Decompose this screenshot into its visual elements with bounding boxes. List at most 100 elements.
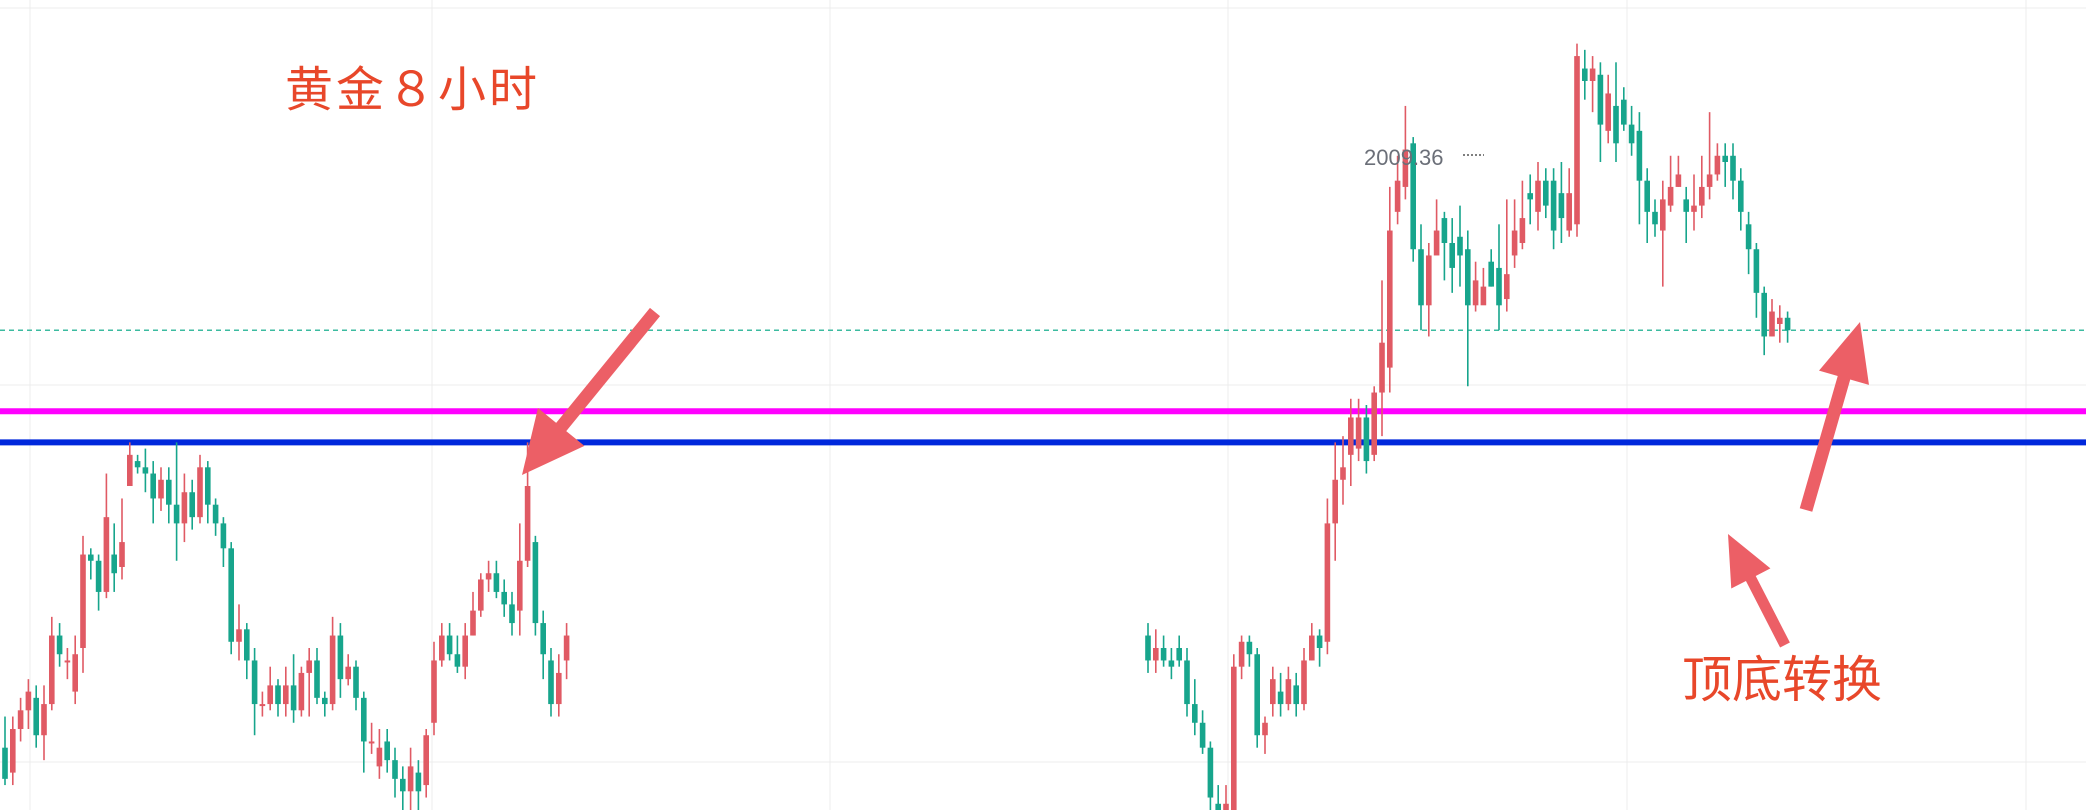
candle-body [556, 672, 562, 705]
candle-body [1691, 205, 1697, 212]
candle-body [400, 778, 406, 792]
candle-body [322, 697, 328, 705]
candle-body [524, 486, 531, 561]
candle-body [1168, 660, 1175, 667]
candle-body [33, 697, 39, 736]
candle-body [1558, 193, 1565, 219]
candle-body [1465, 249, 1471, 306]
candle-body [236, 629, 242, 642]
candle-body [1215, 803, 1221, 810]
candle-body [376, 747, 383, 767]
candle-body [329, 635, 336, 705]
candle-body [1636, 130, 1643, 181]
candle-body [1722, 155, 1728, 162]
candle-body [220, 523, 227, 549]
candle-body [1160, 648, 1167, 661]
candle-body [259, 704, 266, 707]
candle-body [1699, 186, 1705, 206]
annotation-label: 顶底转换 [1682, 651, 1882, 709]
candle-body [244, 629, 250, 661]
candle-body [306, 660, 312, 673]
candle-body [1153, 648, 1159, 661]
candle-body [1597, 74, 1604, 125]
candle-body [1238, 641, 1245, 667]
candle-body [1355, 417, 1362, 449]
candle-body [1441, 218, 1448, 243]
candle-body [1652, 211, 1658, 225]
candle-body [345, 666, 351, 680]
candle-body [1270, 679, 1276, 705]
candle-body [56, 635, 63, 655]
candle-body [470, 610, 476, 636]
candle-body [1387, 230, 1393, 368]
candle-body [1402, 149, 1409, 187]
candle-body [49, 635, 55, 705]
candle-body [1504, 274, 1510, 300]
candle-body [1628, 124, 1635, 144]
candle-body [540, 623, 546, 655]
candle-body [181, 492, 188, 524]
candle-body [1613, 105, 1619, 144]
candle-body [1488, 261, 1494, 287]
candle-body [80, 554, 86, 648]
candle-body [1769, 311, 1775, 337]
candle-body [119, 542, 125, 567]
candle-body [1449, 243, 1455, 268]
candle-body [353, 666, 359, 698]
candle-body [431, 660, 437, 723]
candle-body [337, 635, 344, 680]
candle-body [392, 760, 398, 779]
candle-body [212, 504, 219, 524]
candle-body [1667, 186, 1674, 206]
candle-body [189, 492, 195, 518]
candle-body [1426, 255, 1432, 306]
candle-body [384, 741, 390, 761]
candle-body [563, 635, 570, 661]
candle-body [1527, 193, 1533, 200]
candle-body [1231, 666, 1237, 810]
candle-body [1246, 641, 1253, 655]
candle-body [1348, 417, 1354, 455]
candle-body [485, 573, 492, 580]
candles-group [2, 43, 1791, 810]
candle-body [1277, 691, 1284, 705]
down-left-arrow [522, 307, 661, 475]
candle-body [1543, 180, 1549, 206]
candle-body [314, 660, 320, 698]
chart-title: 黄金８小时 [285, 62, 541, 118]
candle-body [1496, 267, 1502, 306]
candle-body [1472, 280, 1479, 306]
candle-body [1316, 635, 1323, 648]
candle-body [1753, 249, 1760, 293]
candle-body [1550, 180, 1557, 231]
candle-body [1784, 317, 1791, 331]
candle-body [548, 660, 554, 705]
candle-body [1566, 193, 1572, 231]
candle-body [478, 579, 484, 611]
candle-body [251, 660, 258, 705]
candle-body [509, 604, 515, 624]
candle-body [1480, 286, 1487, 306]
candle-body [1644, 180, 1650, 212]
candle-body [111, 554, 117, 574]
up-arrow [1799, 322, 1869, 512]
candle-body [228, 548, 234, 642]
candle-body [298, 672, 305, 711]
candle-body [283, 685, 289, 705]
candle-body [1574, 56, 1580, 225]
support-arrow [1728, 534, 1790, 648]
candle-body [1777, 317, 1783, 324]
candle-body [1199, 722, 1206, 748]
candle-body [1714, 155, 1721, 175]
candle-body [517, 560, 523, 611]
candle-body [454, 654, 461, 667]
candle-body [1519, 218, 1526, 243]
price-levels [0, 329, 2086, 446]
candle-body [407, 766, 414, 792]
arrows-group [522, 154, 1869, 648]
candle-body [158, 479, 164, 499]
candle-body [64, 660, 71, 663]
candle-body [1394, 180, 1401, 212]
candle-body [423, 735, 429, 786]
candle-body [1738, 180, 1744, 212]
